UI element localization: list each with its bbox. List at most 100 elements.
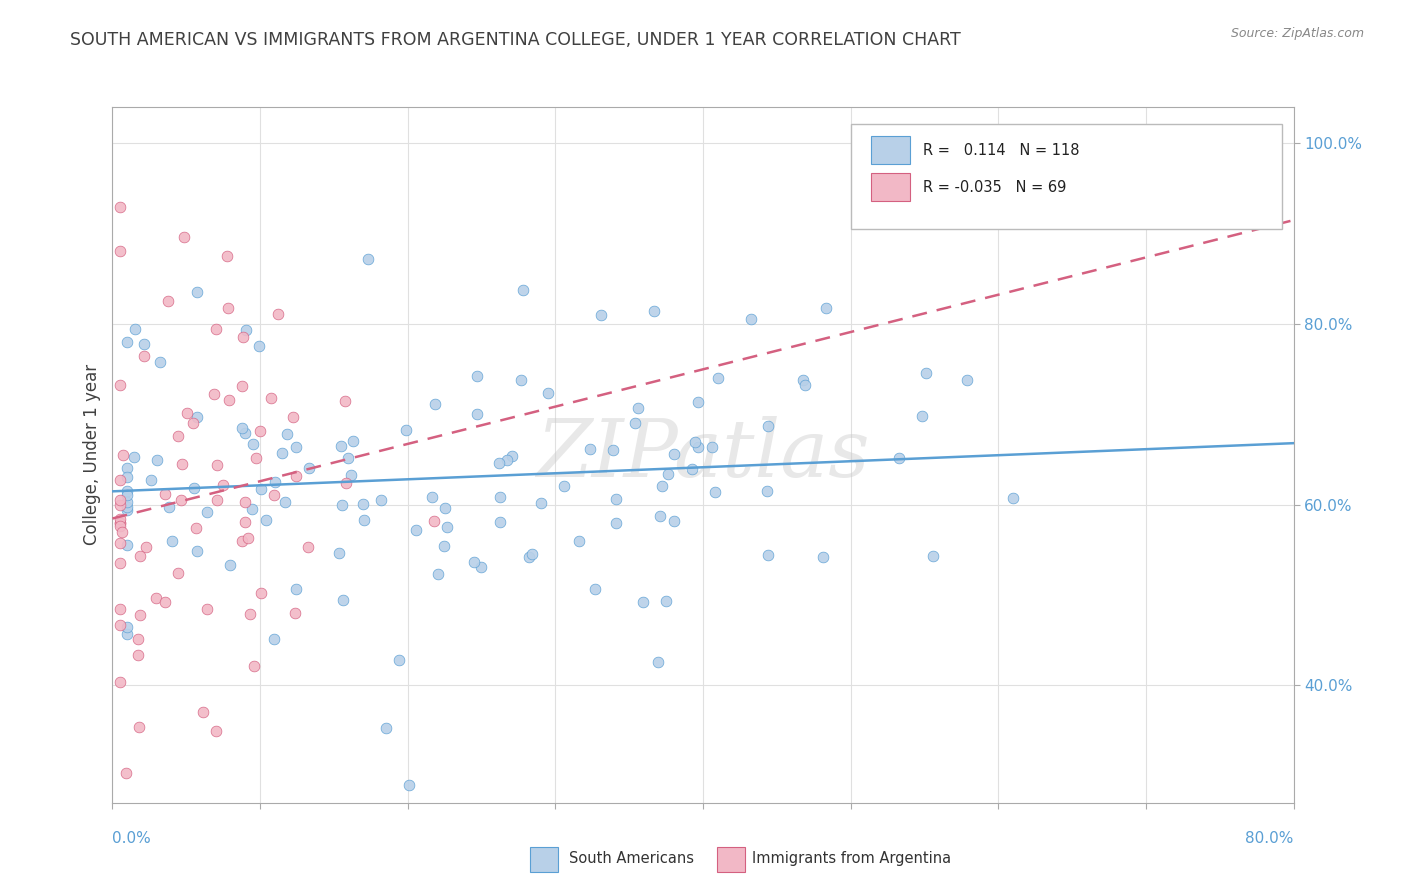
Point (627, 401, 650, 415)
Point (297, 540, 319, 554)
Point (436, 519, 458, 533)
Point (117, 500, 138, 514)
Point (129, 549, 152, 563)
Point (170, 457, 193, 471)
Point (263, 632, 285, 647)
Point (132, 337, 155, 351)
Point (335, 475, 357, 490)
Point (914, 366, 936, 380)
Point (127, 632, 149, 646)
Point (231, 421, 253, 435)
Point (128, 608, 150, 623)
Point (467, 407, 489, 421)
Point (662, 447, 685, 461)
Point (686, 440, 709, 454)
Point (212, 478, 235, 492)
Point (589, 308, 612, 322)
Point (166, 429, 188, 443)
Point (501, 449, 523, 463)
Point (233, 426, 256, 441)
Point (433, 501, 456, 516)
Point (398, 778, 420, 792)
Point (578, 442, 600, 456)
Point (530, 496, 553, 510)
Point (794, 377, 817, 392)
Point (889, 450, 911, 465)
Text: R = -0.035   N = 69: R = -0.035 N = 69 (922, 179, 1066, 194)
Point (202, 387, 225, 401)
Point (242, 436, 264, 450)
Point (271, 446, 294, 460)
Point (153, 487, 176, 501)
Point (465, 369, 488, 384)
Point (281, 409, 304, 424)
Point (260, 391, 283, 405)
Point (235, 323, 257, 337)
Point (108, 377, 131, 392)
Point (657, 467, 679, 481)
Point (127, 648, 149, 663)
Point (117, 495, 138, 509)
Text: SOUTH AMERICAN VS IMMIGRANTS FROM ARGENTINA COLLEGE, UNDER 1 YEAR CORRELATION CH: SOUTH AMERICAN VS IMMIGRANTS FROM ARGENT… (70, 31, 962, 49)
Point (395, 423, 418, 437)
Point (233, 515, 256, 529)
Point (108, 512, 131, 526)
Point (250, 586, 273, 600)
Point (117, 334, 138, 349)
Point (231, 533, 253, 548)
Point (249, 424, 271, 438)
Point (353, 513, 375, 527)
Point (420, 491, 443, 505)
Point (205, 322, 228, 336)
Point (423, 396, 446, 410)
Point (108, 516, 131, 530)
Point (115, 766, 138, 780)
Point (108, 675, 131, 690)
Point (195, 505, 218, 519)
Point (231, 379, 253, 393)
Point (520, 547, 543, 561)
Point (792, 373, 814, 387)
FancyBboxPatch shape (870, 136, 910, 164)
Point (956, 373, 979, 387)
Point (426, 566, 449, 581)
Point (922, 549, 945, 563)
Text: Source: ZipAtlas.com: Source: ZipAtlas.com (1230, 27, 1364, 40)
Text: Immigrants from Argentina: Immigrants from Argentina (752, 851, 952, 865)
Point (370, 492, 392, 507)
Point (623, 416, 645, 430)
Point (128, 720, 150, 734)
Point (740, 312, 762, 326)
Point (517, 549, 540, 564)
Point (648, 508, 671, 523)
Point (284, 582, 307, 596)
Point (176, 406, 198, 420)
Point (149, 355, 172, 369)
Point (330, 439, 353, 453)
Bar (717, 847, 745, 872)
Point (1001, 491, 1024, 505)
Point (537, 385, 560, 400)
Point (910, 409, 932, 424)
Text: South Americans: South Americans (569, 851, 695, 865)
Point (239, 607, 262, 622)
Point (488, 456, 510, 470)
Point (108, 473, 131, 487)
Point (145, 591, 167, 605)
Point (139, 473, 162, 487)
Point (328, 546, 350, 560)
Point (124, 322, 146, 336)
Point (388, 653, 411, 667)
Point (605, 492, 627, 507)
Point (167, 566, 190, 581)
Point (631, 595, 654, 609)
Point (186, 285, 208, 299)
Text: 0.0%: 0.0% (112, 830, 152, 846)
Point (108, 519, 131, 533)
Point (117, 627, 138, 641)
Point (702, 440, 724, 454)
Point (285, 441, 308, 455)
Point (186, 544, 208, 558)
Point (219, 558, 242, 572)
Point (276, 426, 298, 441)
